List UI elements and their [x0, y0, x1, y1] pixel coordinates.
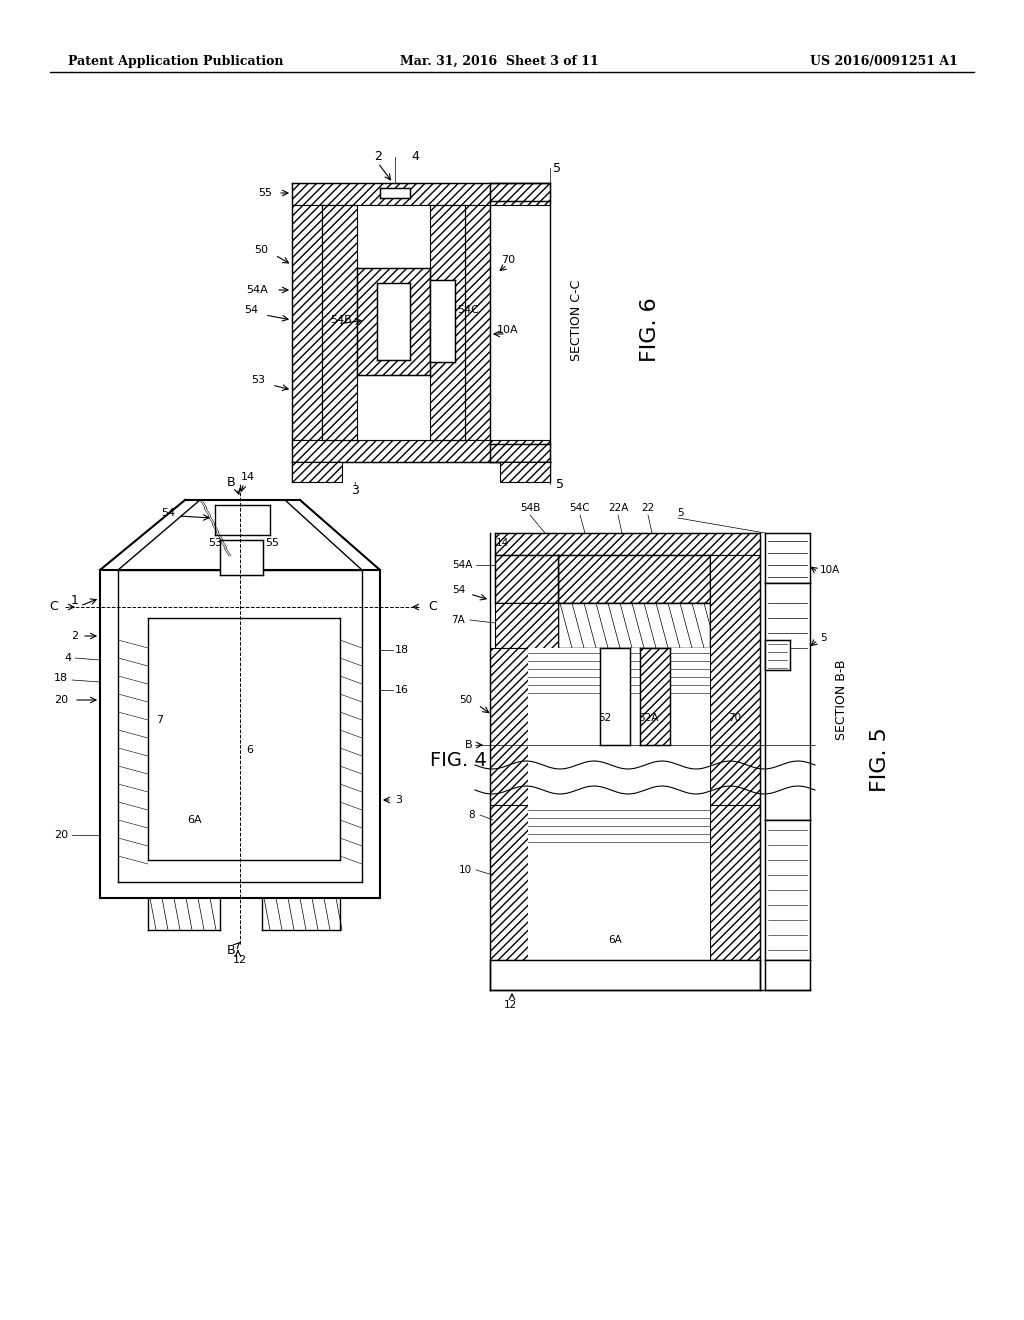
Bar [558, 603, 710, 648]
Bar [292, 183, 550, 205]
Text: Mar. 31, 2016  Sheet 3 of 11: Mar. 31, 2016 Sheet 3 of 11 [400, 55, 599, 69]
Bar [322, 205, 357, 440]
Text: 10A: 10A [498, 325, 519, 335]
Bar [490, 183, 550, 201]
Text: 54: 54 [452, 585, 465, 595]
Bar [292, 440, 550, 462]
Text: FIG. 6: FIG. 6 [640, 297, 660, 363]
Text: 18: 18 [395, 645, 410, 655]
Text: 22: 22 [641, 503, 654, 513]
Text: 54B: 54B [330, 315, 352, 325]
Bar [322, 205, 465, 440]
Ellipse shape [224, 544, 259, 572]
Text: 7A: 7A [452, 615, 465, 624]
Text: 54C: 54C [569, 503, 590, 513]
Text: FIG. 4: FIG. 4 [430, 751, 486, 770]
Text: 52A: 52A [638, 713, 658, 723]
Text: 70: 70 [728, 713, 741, 723]
Bar [220, 540, 263, 576]
Text: 54: 54 [244, 305, 258, 315]
Text: 2: 2 [374, 150, 382, 164]
Text: 16: 16 [395, 685, 409, 696]
Text: SECTION C-C: SECTION C-C [570, 280, 583, 360]
Bar [765, 640, 790, 671]
Bar [490, 648, 528, 820]
Text: 6: 6 [247, 744, 254, 755]
Bar [490, 805, 528, 960]
Text: 12: 12 [504, 1001, 517, 1010]
Bar [495, 603, 558, 648]
Text: 70: 70 [501, 255, 515, 265]
Text: 14: 14 [241, 473, 255, 482]
Text: C: C [428, 601, 437, 614]
Text: 4: 4 [411, 150, 419, 164]
Text: 20: 20 [54, 696, 68, 705]
Bar [710, 805, 760, 960]
Text: 54: 54 [161, 508, 175, 517]
Bar [357, 268, 430, 375]
Text: 3: 3 [351, 483, 359, 496]
Text: 55: 55 [258, 187, 272, 198]
Bar [465, 205, 490, 440]
Bar [765, 960, 810, 990]
Bar [377, 282, 410, 360]
Text: FIG. 5: FIG. 5 [870, 727, 890, 792]
Text: 53: 53 [208, 539, 222, 548]
Bar [430, 205, 465, 440]
Text: 54C: 54C [457, 305, 479, 315]
Text: 5: 5 [556, 479, 564, 491]
Bar [558, 554, 710, 603]
Text: 8: 8 [469, 810, 475, 820]
Text: 52: 52 [598, 713, 611, 723]
Text: 7: 7 [157, 715, 164, 725]
Text: 55: 55 [265, 539, 279, 548]
Text: 54B: 54B [520, 503, 541, 513]
Text: B: B [226, 477, 234, 490]
Bar [640, 648, 670, 744]
Text: B: B [226, 944, 234, 957]
Text: 20: 20 [54, 830, 68, 840]
Bar [380, 187, 410, 198]
Text: 50: 50 [254, 246, 268, 255]
Text: 6A: 6A [608, 935, 622, 945]
Text: 5: 5 [553, 161, 561, 174]
Text: 5: 5 [677, 508, 683, 517]
Text: 3: 3 [395, 795, 402, 805]
Bar [765, 533, 810, 583]
Text: 1: 1 [71, 594, 79, 606]
Text: 54A: 54A [246, 285, 268, 294]
Text: 5: 5 [820, 634, 826, 643]
Bar [292, 462, 342, 482]
Bar [292, 205, 322, 440]
Text: 2: 2 [71, 631, 78, 642]
Text: 18: 18 [54, 673, 68, 682]
Bar [500, 462, 550, 482]
Bar [490, 444, 550, 462]
Bar [528, 805, 710, 960]
Bar [490, 960, 760, 990]
Text: 10A: 10A [820, 565, 841, 576]
Text: 50: 50 [459, 696, 472, 705]
Text: Patent Application Publication: Patent Application Publication [68, 55, 284, 69]
Bar [765, 820, 810, 960]
Text: 22A: 22A [608, 503, 628, 513]
Bar [528, 648, 710, 820]
Text: SECTION B-B: SECTION B-B [835, 660, 848, 741]
Text: 53: 53 [251, 375, 265, 385]
Bar [495, 554, 558, 603]
Text: B: B [464, 741, 472, 750]
Text: US 2016/0091251 A1: US 2016/0091251 A1 [810, 55, 958, 69]
Bar [710, 554, 760, 820]
Text: 10: 10 [459, 865, 472, 875]
Text: 12: 12 [232, 954, 247, 965]
Text: C: C [49, 601, 58, 614]
Bar [765, 583, 810, 820]
Bar [495, 533, 760, 554]
Text: 14: 14 [496, 539, 509, 548]
Bar [430, 280, 455, 362]
Text: 4: 4 [65, 653, 72, 663]
Text: 54A: 54A [453, 560, 473, 570]
Bar [600, 648, 630, 744]
Text: 6A: 6A [187, 814, 203, 825]
